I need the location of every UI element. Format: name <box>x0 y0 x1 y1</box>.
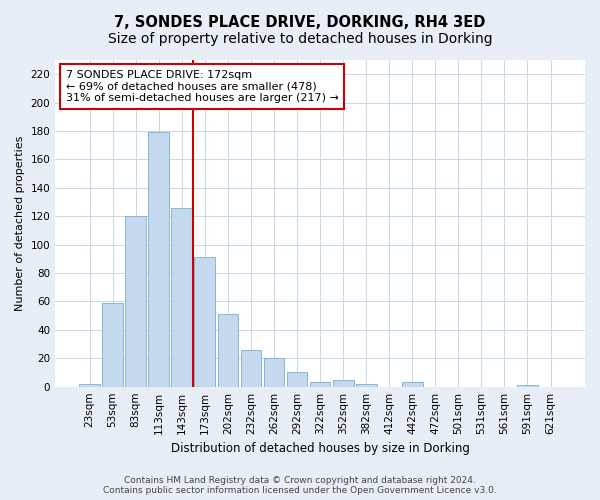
Bar <box>148 132 169 386</box>
Bar <box>102 303 123 386</box>
Bar <box>333 380 353 386</box>
Bar <box>287 372 307 386</box>
Text: 7 SONDES PLACE DRIVE: 172sqm
← 69% of detached houses are smaller (478)
31% of s: 7 SONDES PLACE DRIVE: 172sqm ← 69% of de… <box>66 70 338 103</box>
Bar <box>241 350 262 387</box>
Bar <box>263 358 284 386</box>
X-axis label: Distribution of detached houses by size in Dorking: Distribution of detached houses by size … <box>170 442 470 455</box>
Text: Contains HM Land Registry data © Crown copyright and database right 2024.
Contai: Contains HM Land Registry data © Crown c… <box>103 476 497 495</box>
Bar <box>218 314 238 386</box>
Text: 7, SONDES PLACE DRIVE, DORKING, RH4 3ED: 7, SONDES PLACE DRIVE, DORKING, RH4 3ED <box>115 15 485 30</box>
Bar <box>356 384 377 386</box>
Y-axis label: Number of detached properties: Number of detached properties <box>15 136 25 311</box>
Bar <box>172 208 192 386</box>
Bar <box>125 216 146 386</box>
Bar <box>194 258 215 386</box>
Bar <box>310 382 331 386</box>
Bar <box>79 384 100 386</box>
Bar <box>402 382 422 386</box>
Text: Size of property relative to detached houses in Dorking: Size of property relative to detached ho… <box>107 32 493 46</box>
